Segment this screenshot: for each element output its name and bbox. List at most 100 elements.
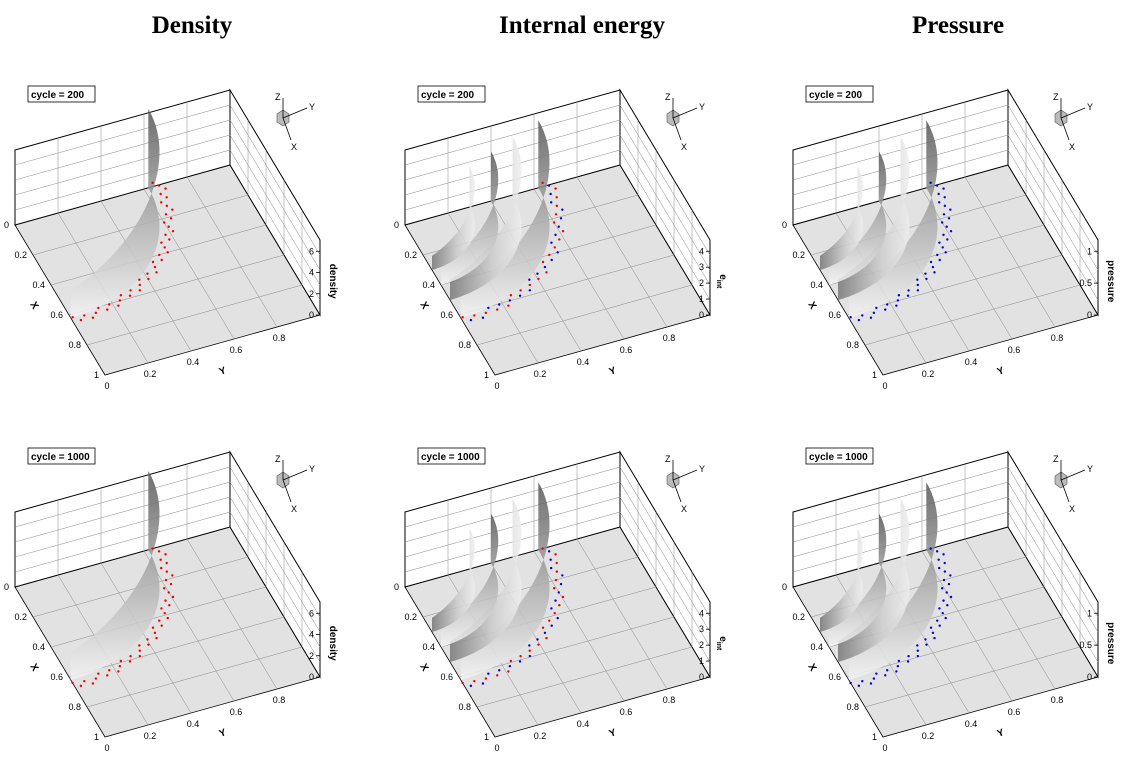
y-tick-label: 0: [494, 381, 499, 391]
marker: [541, 626, 545, 629]
marker: [861, 314, 864, 317]
x-tick-label: 0: [4, 582, 9, 592]
x-tick-label: 0.8: [68, 702, 81, 712]
marker: [947, 217, 951, 220]
z-axis-title: pressure: [1105, 260, 1116, 303]
marker: [138, 278, 141, 281]
x-tick-label: 0.8: [458, 340, 471, 350]
marker: [545, 636, 548, 640]
y-tick-label: 0.4: [965, 719, 978, 729]
marker: [940, 221, 944, 224]
surface: [848, 482, 938, 680]
grid-line: [921, 188, 1013, 340]
marker: [916, 283, 919, 287]
marker: [171, 595, 175, 599]
x-tick-label: 0.4: [32, 642, 45, 652]
x-axis-title: X: [805, 300, 818, 312]
label-box: [417, 447, 486, 465]
marker: [861, 679, 864, 683]
marker: [159, 558, 162, 561]
grid-line: [921, 550, 1013, 702]
marker: [557, 591, 560, 594]
grid-line: [964, 538, 1056, 690]
grid-line: [186, 538, 278, 690]
surface: [829, 513, 887, 647]
z-axis-title-main: density: [327, 626, 338, 661]
marker: [507, 304, 510, 307]
marker: [541, 260, 545, 264]
marker: [151, 181, 154, 185]
grid-line: [229, 511, 321, 663]
marker: [165, 196, 168, 199]
y-tick-label: 0.8: [273, 695, 286, 705]
grid-line: [229, 134, 321, 286]
marker: [875, 306, 878, 310]
marker: [896, 664, 900, 668]
marker: [153, 265, 157, 269]
marker: [94, 311, 98, 315]
surface: [450, 498, 522, 662]
marker: [117, 670, 120, 673]
marker: [561, 574, 564, 577]
x-tick-label: 1: [94, 732, 99, 742]
z-tick-label: 2: [699, 278, 704, 288]
marker: [916, 278, 919, 281]
marker: [507, 670, 510, 673]
x-tick-label: 1: [484, 732, 489, 742]
marker: [97, 672, 100, 675]
x-tick-label: 0.8: [846, 340, 859, 350]
orient-y: Y: [699, 464, 705, 474]
x-tick-label: 0.2: [404, 250, 417, 260]
marker: [164, 553, 167, 556]
z-axis-title-main: e: [717, 274, 728, 280]
marker: [925, 643, 928, 646]
marker: [550, 624, 553, 627]
surface: [450, 136, 522, 300]
y-tick-label: 0.4: [187, 719, 200, 729]
grid-line: [1007, 104, 1099, 256]
marker: [71, 681, 74, 685]
marker: [936, 253, 939, 257]
z-axis-title-main: pressure: [1105, 260, 1116, 303]
grid-line: [864, 284, 1081, 346]
marker: [554, 187, 557, 190]
orient-axis: [282, 107, 308, 119]
surface: [70, 471, 160, 680]
marker: [509, 294, 513, 297]
y-axis-title: Y: [218, 365, 228, 378]
x-axis-title: X: [27, 300, 40, 312]
marker: [906, 660, 910, 663]
marker: [895, 304, 898, 307]
y-axis-title: Y: [218, 727, 228, 740]
marker: [166, 251, 169, 254]
cycle-label: cycle = 1000: [31, 452, 90, 463]
marker: [128, 660, 132, 663]
panel: 00.20.40.60.8100.20.40.60.8XY0246density…: [4, 85, 338, 391]
y-tick-label: 0.4: [577, 357, 590, 367]
x-tick-label: 0.2: [792, 612, 805, 622]
marker: [496, 674, 499, 677]
marker: [518, 294, 522, 297]
orient-axis: [672, 107, 698, 119]
x-tick-label: 0: [394, 220, 399, 230]
x-axis-title: X: [27, 662, 40, 674]
marker: [162, 221, 166, 224]
marker: [945, 591, 948, 594]
marker: [559, 217, 563, 220]
y-tick-label: 0: [104, 381, 109, 391]
marker: [869, 316, 873, 319]
marker: [931, 265, 935, 269]
marker: [83, 314, 86, 317]
marker: [907, 289, 910, 292]
marker: [944, 251, 947, 254]
marker: [138, 283, 141, 287]
grid-line: [1007, 149, 1099, 301]
marker: [128, 294, 132, 297]
side-wall: [229, 450, 321, 679]
marker: [160, 607, 163, 610]
marker: [71, 316, 74, 319]
marker: [83, 679, 86, 683]
marker: [944, 616, 947, 620]
orient-z: Z: [665, 92, 671, 102]
marker: [897, 294, 901, 297]
